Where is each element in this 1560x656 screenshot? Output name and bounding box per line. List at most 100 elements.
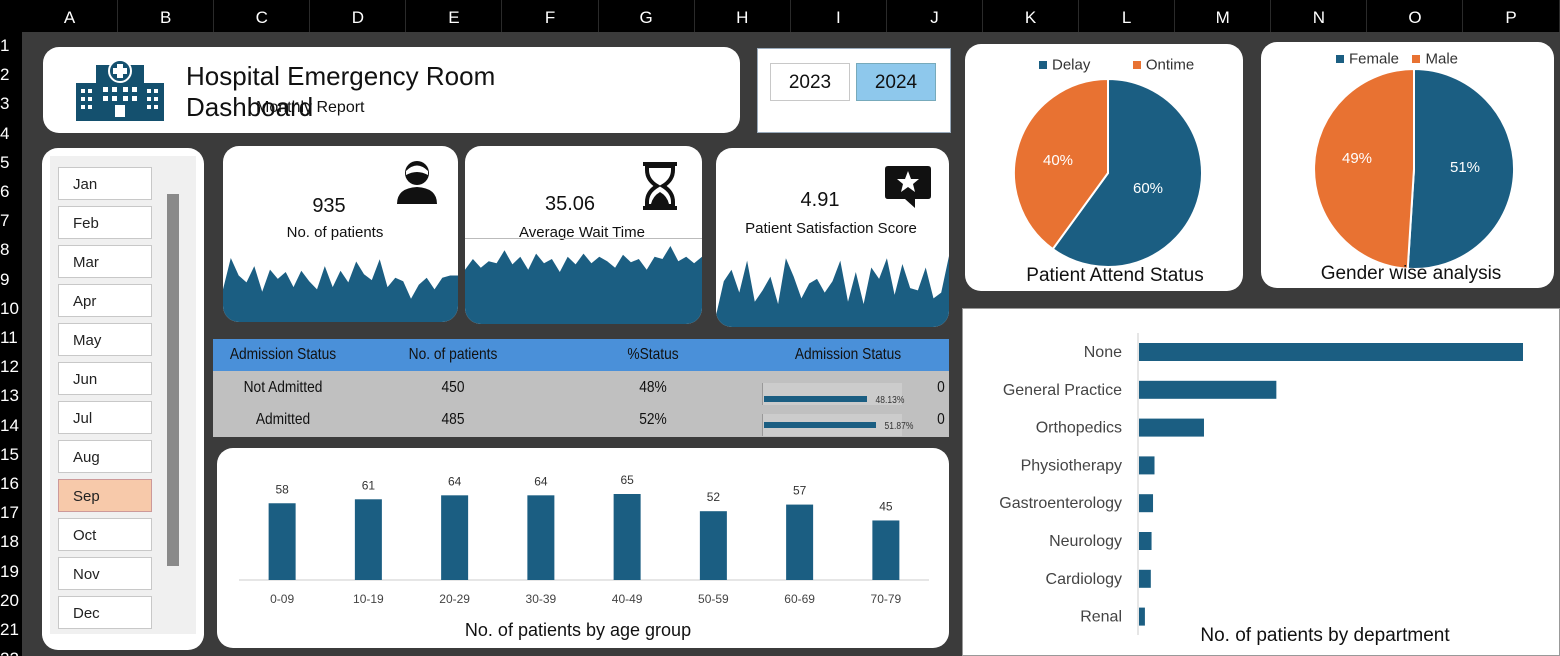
age-bar-label: 64: [534, 474, 548, 488]
kpi-patients-label: No. of patients: [286, 224, 384, 241]
admission-bar-label: 51.87%: [884, 421, 914, 432]
row-header[interactable]: 13: [0, 386, 19, 406]
kpi-patients-sparkline: [223, 258, 458, 322]
column-header[interactable]: G: [599, 0, 695, 32]
star-badge-icon: [885, 166, 931, 208]
admission-row-extra: 0: [937, 379, 945, 396]
age-bar-label: 65: [620, 473, 634, 487]
month-feb-button[interactable]: Feb: [58, 206, 152, 239]
row-header[interactable]: 7: [0, 211, 10, 231]
column-header[interactable]: H: [695, 0, 791, 32]
page-subtitle: Monthly Report: [256, 99, 365, 116]
row-header[interactable]: 5: [0, 152, 10, 172]
dept-bar: [1139, 343, 1523, 361]
kpi-satisfaction-card: 4.91 Patient Satisfaction Score: [716, 148, 949, 327]
dept-label: Cardiology: [1046, 571, 1122, 588]
dept-label: Gastroenterology: [999, 495, 1122, 512]
patient-icon: [397, 161, 437, 204]
age-tick-label: 70-79: [871, 592, 902, 606]
age-tick-label: 60-69: [784, 592, 815, 606]
row-header[interactable]: 21: [0, 620, 19, 639]
attend-slice: [1013, 77, 1109, 251]
month-sep-button[interactable]: Sep: [58, 479, 152, 512]
row-header[interactable]: 18: [0, 532, 19, 552]
admission-row-count: 450: [441, 379, 465, 396]
month-jan-button[interactable]: Jan: [58, 167, 152, 200]
row-header[interactable]: 20: [0, 590, 19, 610]
column-header[interactable]: J: [887, 0, 983, 32]
row-header[interactable]: 14: [0, 415, 19, 435]
row-header[interactable]: 10: [0, 298, 19, 318]
column-header[interactable]: F: [503, 0, 599, 32]
row-header[interactable]: 11: [0, 328, 18, 347]
column-header[interactable]: M: [1175, 0, 1272, 32]
dept-label: Renal: [1080, 609, 1122, 626]
month-apr-button[interactable]: Apr: [58, 284, 152, 317]
month-jul-button[interactable]: Jul: [58, 401, 152, 434]
month-scrollbar-track[interactable]: [166, 194, 180, 624]
row-header[interactable]: 1: [0, 36, 10, 55]
column-header[interactable]: O: [1367, 0, 1464, 32]
row-header[interactable]: 3: [0, 94, 10, 114]
admission-row-status: Admitted: [255, 411, 311, 428]
column-header[interactable]: A: [22, 0, 119, 32]
dept-label: None: [1084, 344, 1122, 361]
wait-sparkline-area: [465, 246, 702, 324]
kpi-satisfaction-label: Patient Satisfaction Score: [745, 220, 917, 237]
column-header[interactable]: B: [118, 0, 215, 32]
department-chart-panel: None General Practice Orthopedics Physiothe…: [962, 308, 1560, 656]
admission-row-extra: 0: [937, 411, 945, 428]
age-bar: [527, 495, 555, 580]
month-dec-button[interactable]: Dec: [58, 596, 152, 629]
row-header[interactable]: 8: [0, 240, 10, 260]
title-panel: Hospital Emergency Room Dashboard Monthl…: [43, 47, 740, 133]
column-header[interactable]: E: [406, 0, 503, 32]
month-mar-button[interactable]: Mar: [58, 245, 152, 278]
dept-bar: [1139, 418, 1204, 437]
dept-bar: [1139, 380, 1277, 399]
month-aug-button[interactable]: Aug: [58, 440, 152, 473]
column-header[interactable]: C: [214, 0, 311, 32]
kpi-wait-label: Average Wait Time: [519, 224, 645, 241]
row-header[interactable]: 4: [0, 123, 10, 143]
legend-delay-swatch: [1039, 60, 1047, 69]
month-slicer: Jan Feb Mar Apr May Jun Jul Aug Sep Oct Nov Dec: [42, 148, 204, 650]
row-header[interactable]: 2: [0, 65, 10, 85]
month-nov-button[interactable]: Nov: [58, 557, 152, 590]
admission-bar-fill: [764, 422, 876, 428]
row-header[interactable]: 12: [0, 357, 19, 377]
month-may-button[interactable]: May: [58, 323, 152, 356]
age-tick-label: 50-59: [698, 592, 729, 606]
year-2024-button[interactable]: 2024: [856, 63, 936, 101]
row-header[interactable]: 22: [0, 649, 22, 656]
row-header[interactable]: 19: [0, 561, 19, 581]
department-chart-title: No. of patients by department: [1200, 625, 1450, 646]
month-jun-button[interactable]: Jun: [58, 362, 152, 395]
age-tick-label: 10-19: [353, 592, 384, 606]
admission-data-bar: 48.13%: [762, 383, 904, 406]
column-header[interactable]: K: [983, 0, 1080, 32]
month-scrollbar-thumb[interactable]: [167, 194, 179, 566]
admission-table: Admission Status No. of patients %Status…: [213, 339, 949, 437]
year-2023-button[interactable]: 2023: [770, 63, 850, 101]
age-bar: [872, 520, 900, 580]
attend-status-pie: 60% 40%: [1013, 77, 1203, 268]
column-header[interactable]: N: [1271, 0, 1368, 32]
month-oct-button[interactable]: Oct: [58, 518, 152, 551]
kpi-wait-divider: [465, 238, 702, 239]
row-header[interactable]: 6: [0, 182, 10, 201]
row-header[interactable]: 17: [0, 503, 19, 523]
column-header[interactable]: I: [791, 0, 887, 32]
row-header[interactable]: 15: [0, 444, 19, 464]
kpi-satisfaction-value: 4.91: [800, 189, 840, 211]
dept-bar: [1139, 494, 1154, 513]
column-header[interactable]: P: [1464, 0, 1560, 32]
dept-bar: [1139, 607, 1145, 626]
age-bar-label: 58: [275, 482, 289, 496]
column-header[interactable]: D: [310, 0, 407, 32]
row-header[interactable]: 9: [0, 269, 10, 289]
age-group-chart: 58 0-09 61 10-19 64 20-29 64 30-39 65 40-49 52 50-5…: [239, 473, 929, 606]
row-header[interactable]: 16: [0, 474, 19, 493]
column-header[interactable]: L: [1079, 0, 1176, 32]
